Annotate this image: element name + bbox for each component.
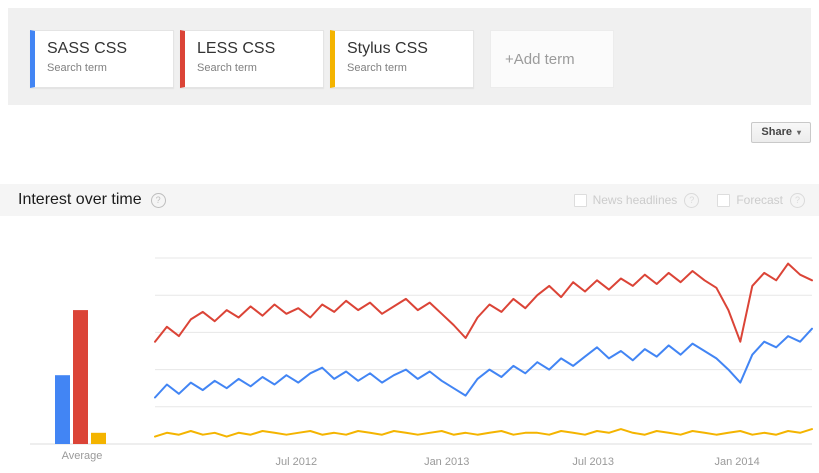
chevron-down-icon: ▾ <box>796 128 801 137</box>
add-term-button[interactable]: +Add term <box>490 30 614 88</box>
term-title: SASS CSS <box>47 40 128 57</box>
term-subtitle: Search term <box>347 62 407 74</box>
term-title: LESS CSS <box>197 40 276 57</box>
forecast-label: Forecast <box>736 193 783 207</box>
news-headlines-label: News headlines <box>592 193 678 207</box>
term-title: Stylus CSS <box>347 40 428 57</box>
interest-over-time-header: Interest over time ? News headlines ? Fo… <box>0 184 819 216</box>
average-axis-label: Average <box>61 450 103 462</box>
forecast-toggle: Forecast ? <box>717 192 805 208</box>
average-bar-less-css <box>73 310 88 444</box>
forecast-checkbox[interactable] <box>717 193 731 207</box>
x-axis-label: Jul 2013 <box>572 456 614 468</box>
series-line-less-css <box>154 262 813 343</box>
x-axis-label: Jan 2013 <box>424 456 469 468</box>
share-label: Share <box>761 126 792 138</box>
help-icon[interactable]: ? <box>150 192 166 208</box>
chart-area: Jul 2012 Jan 2013 Jul 2013 Jan 2014 Average <box>0 216 819 473</box>
term-subtitle: Search term <box>197 62 257 74</box>
interest-over-time-chart[interactable]: Jul 2012 Jan 2013 Jul 2013 Jan 2014 <box>0 216 819 473</box>
section-title: Interest over time <box>18 191 142 208</box>
news-headlines-checkbox[interactable] <box>573 193 587 207</box>
term-subtitle: Search term <box>47 62 107 74</box>
x-axis-label: Jan 2014 <box>714 456 759 468</box>
terms-bar: SASS CSS Search term LESS CSS Search ter… <box>8 8 811 105</box>
add-term-label: +Add term <box>505 50 575 68</box>
share-button[interactable]: Share ▾ <box>751 122 811 143</box>
average-bar-sass-css <box>55 375 70 444</box>
series-line-sass-css <box>154 327 813 399</box>
term-card-sass-css[interactable]: SASS CSS Search term <box>30 30 174 88</box>
news-headlines-toggle: News headlines ? <box>573 192 700 208</box>
average-bar-stylus-css <box>91 432 106 444</box>
series-line-stylus-css <box>154 428 813 438</box>
chart-toggles: News headlines ? Forecast ? <box>556 192 805 208</box>
x-axis-label: Jul 2012 <box>276 456 318 468</box>
news-headlines-help-icon[interactable]: ? <box>684 192 700 208</box>
forecast-help-icon[interactable]: ? <box>790 192 805 208</box>
term-card-stylus-css[interactable]: Stylus CSS Search term <box>330 30 474 88</box>
term-card-less-css[interactable]: LESS CSS Search term <box>180 30 324 88</box>
